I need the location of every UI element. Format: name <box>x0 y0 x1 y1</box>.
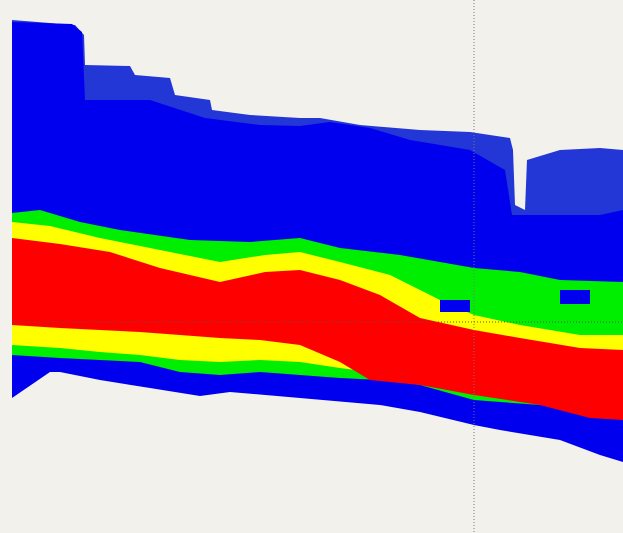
blue-patch <box>560 290 590 304</box>
blue-patch <box>12 362 52 372</box>
echogram-view <box>0 0 623 533</box>
blue-patch <box>440 300 470 312</box>
page: (() => { const data = JSON.parse(documen… <box>0 0 623 533</box>
